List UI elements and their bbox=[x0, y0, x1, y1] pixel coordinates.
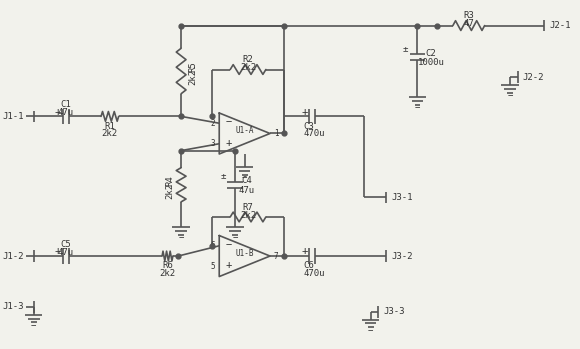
Text: +: + bbox=[301, 106, 307, 117]
Text: 2: 2 bbox=[211, 119, 215, 128]
Text: U1-A: U1-A bbox=[235, 126, 254, 135]
Text: +: + bbox=[226, 260, 232, 270]
Text: J1-3: J1-3 bbox=[2, 302, 24, 311]
Text: C4: C4 bbox=[241, 176, 252, 185]
Text: −: − bbox=[508, 90, 513, 99]
Text: U1-B: U1-B bbox=[235, 248, 254, 258]
Text: J2-1: J2-1 bbox=[549, 21, 571, 30]
Text: +: + bbox=[301, 246, 307, 256]
Text: 2k2: 2k2 bbox=[240, 210, 256, 220]
Text: −: − bbox=[226, 117, 232, 127]
Text: −: − bbox=[415, 102, 420, 111]
Text: ±: ± bbox=[403, 45, 408, 54]
Text: +: + bbox=[55, 246, 61, 256]
Text: R5: R5 bbox=[188, 62, 197, 73]
Text: C5: C5 bbox=[60, 240, 71, 249]
Text: 47u: 47u bbox=[58, 248, 74, 257]
Text: 6: 6 bbox=[211, 241, 215, 250]
Text: R2: R2 bbox=[242, 55, 253, 64]
Text: R1: R1 bbox=[104, 122, 115, 131]
Text: 470u: 470u bbox=[303, 129, 325, 139]
Text: 470u: 470u bbox=[303, 269, 325, 278]
Text: 2k2: 2k2 bbox=[165, 183, 174, 199]
Text: −: − bbox=[226, 240, 232, 250]
Text: C2: C2 bbox=[426, 49, 437, 58]
Text: R7: R7 bbox=[242, 203, 253, 212]
Text: J3-3: J3-3 bbox=[383, 307, 405, 316]
Text: +: + bbox=[226, 138, 232, 148]
Text: J3-2: J3-2 bbox=[391, 252, 412, 261]
Text: −: − bbox=[31, 320, 37, 329]
Text: 2k2: 2k2 bbox=[240, 63, 256, 72]
Text: −: − bbox=[232, 232, 238, 241]
Text: 2k2: 2k2 bbox=[188, 69, 197, 85]
Text: C1: C1 bbox=[60, 100, 71, 109]
Text: +: + bbox=[55, 106, 61, 117]
Text: 47: 47 bbox=[463, 19, 474, 28]
Text: 2k2: 2k2 bbox=[102, 129, 118, 139]
Text: −: − bbox=[179, 232, 184, 241]
Text: R3: R3 bbox=[463, 11, 474, 20]
Text: J1-1: J1-1 bbox=[2, 112, 24, 121]
Text: R6: R6 bbox=[162, 261, 173, 270]
Text: 7: 7 bbox=[274, 252, 278, 261]
Text: 2k2: 2k2 bbox=[160, 269, 176, 278]
Text: J1-2: J1-2 bbox=[2, 252, 24, 261]
Text: 1000u: 1000u bbox=[418, 58, 445, 67]
Text: 47u: 47u bbox=[238, 186, 255, 195]
Text: 1: 1 bbox=[274, 129, 278, 138]
Text: C6: C6 bbox=[303, 261, 314, 270]
Text: J2-2: J2-2 bbox=[523, 73, 545, 82]
Text: −: − bbox=[368, 325, 374, 334]
Text: C3: C3 bbox=[303, 122, 314, 131]
Text: ±: ± bbox=[220, 172, 226, 181]
Text: 3: 3 bbox=[211, 139, 215, 148]
Text: R4: R4 bbox=[165, 176, 174, 186]
Text: −: − bbox=[242, 172, 247, 181]
Text: 5: 5 bbox=[211, 262, 215, 271]
Text: J3-1: J3-1 bbox=[391, 193, 412, 202]
Text: 47u: 47u bbox=[58, 108, 74, 117]
